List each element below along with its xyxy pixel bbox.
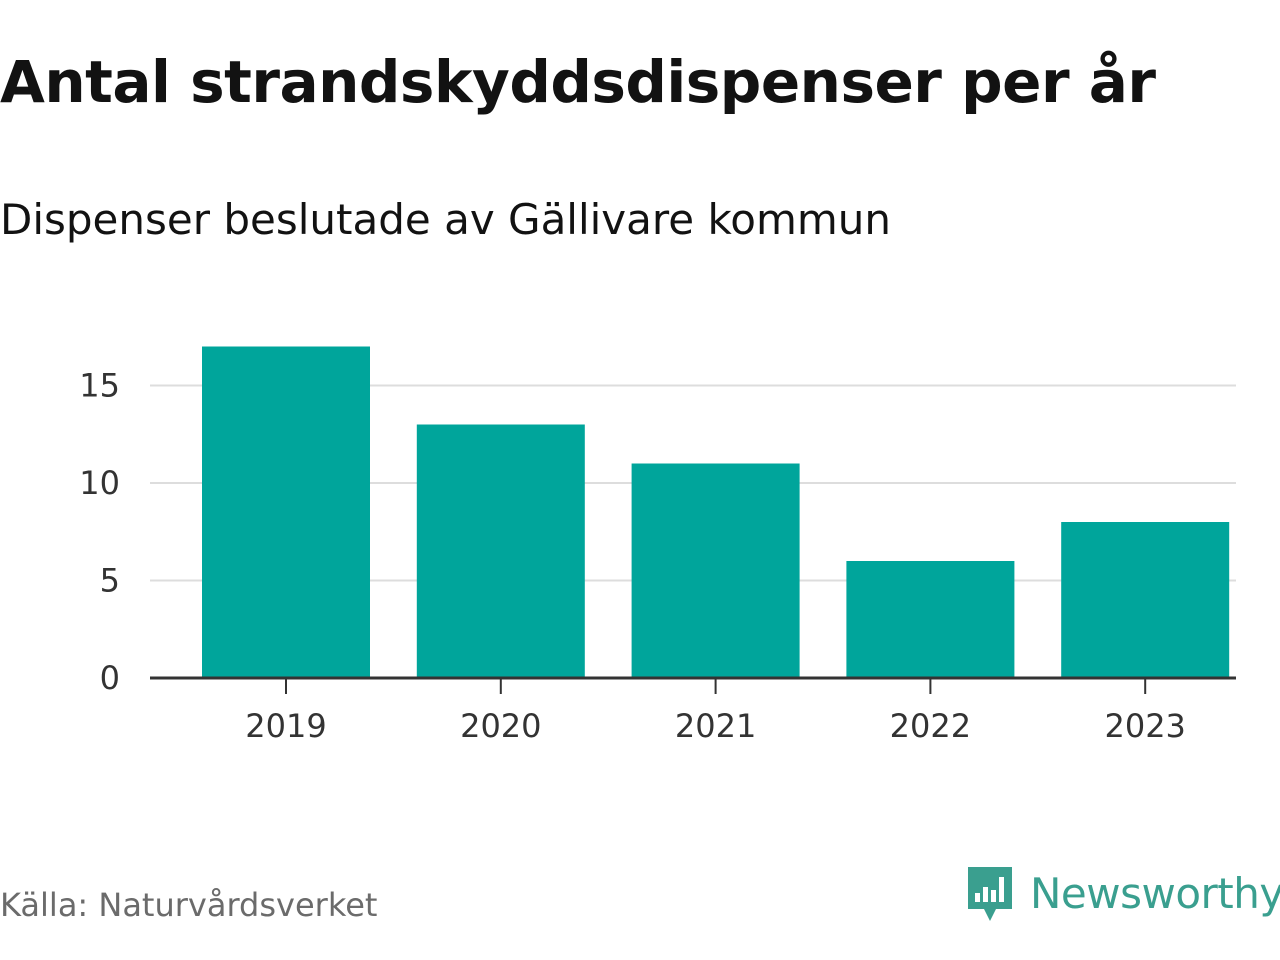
bar-2019 [202,346,370,678]
x-axis [150,676,1236,694]
y-tick-label: 5 [100,562,120,600]
y-tick-label: 15 [79,367,120,405]
x-axis-tick-labels: 2019 2020 2021 2022 2023 [245,707,1186,745]
chart-subtitle: Dispenser beslutade av Gällivare kommun [0,195,892,244]
bars [202,346,1230,678]
x-tick-label: 2020 [460,707,541,745]
bar-2022 [846,561,1015,678]
bar-2023 [1061,522,1230,678]
brand-name: Newsworthy [1030,869,1280,918]
x-tick-label: 2022 [890,707,971,745]
chart-title: Antal strandskyddsdispenser per år [0,48,1156,116]
x-tick-label: 2019 [245,707,326,745]
source-note: Källa: Naturvårdsverket [0,886,378,924]
y-tick-label: 10 [79,464,120,502]
brand-logo-block: Newsworthy [964,862,1280,926]
newsworthy-logo-icon [968,867,1012,921]
x-tick-label: 2023 [1104,707,1185,745]
bar-2020 [416,424,585,678]
y-tick-label: 0 [100,659,120,697]
bar-2021 [631,463,800,678]
x-tick-label: 2021 [675,707,756,745]
y-axis-tick-labels: 0 5 10 15 [79,367,120,698]
bar-chart: 0 5 10 15 2019 2020 2021 2022 2023 [79,346,1236,745]
